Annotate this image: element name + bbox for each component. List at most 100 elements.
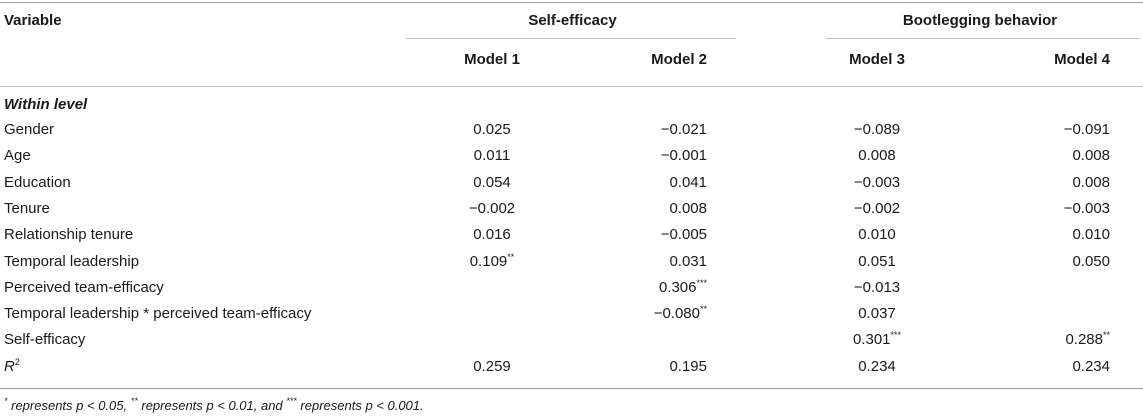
cell-model4: 0.008 bbox=[1010, 147, 1110, 165]
bootlegging-group-rule bbox=[826, 38, 1140, 39]
row-label: Self-efficacy bbox=[4, 331, 86, 348]
cell-value: 0.008 bbox=[669, 200, 707, 217]
cell-value: 0.008 bbox=[1072, 174, 1110, 191]
cell-value: −0.002 bbox=[853, 200, 901, 217]
cell-value: 0.259 bbox=[473, 358, 511, 375]
row-label: Tenure bbox=[4, 200, 50, 217]
cell-model1: 0.259 bbox=[447, 358, 537, 376]
self-efficacy-group-rule bbox=[406, 38, 736, 39]
cell-value: −0.003 bbox=[853, 174, 901, 191]
top-rule bbox=[0, 2, 1143, 3]
cell-value: 0.051 bbox=[858, 253, 896, 270]
cell-model2: −0.001 bbox=[607, 147, 707, 165]
cell-value: −0.080 bbox=[653, 305, 700, 322]
cell-model4: 0.234 bbox=[1010, 358, 1110, 376]
row-label: Gender bbox=[4, 121, 55, 138]
variable-header: Variable bbox=[4, 12, 62, 29]
cell-model4: 0.010 bbox=[1010, 226, 1110, 244]
cell-value: −0.013 bbox=[853, 279, 901, 296]
cell-model3: −0.003 bbox=[832, 174, 922, 192]
cell-value: 0.050 bbox=[1072, 253, 1110, 270]
footnote-star1: * bbox=[4, 396, 8, 406]
cell-value: −0.003 bbox=[1063, 200, 1110, 217]
footnote-star2: ** bbox=[130, 396, 138, 406]
cell-value: 0.037 bbox=[858, 305, 896, 322]
row-label: Age bbox=[4, 147, 31, 164]
cell-value: 0.031 bbox=[669, 253, 707, 270]
significance-stars: ** bbox=[507, 252, 515, 262]
footnote-text3: represents p < 0.001. bbox=[296, 398, 424, 413]
cell-model3: 0.234 bbox=[832, 358, 922, 376]
significance-stars: *** bbox=[696, 278, 707, 288]
cell-value: 0.234 bbox=[1072, 358, 1110, 375]
cell-value: 0.011 bbox=[473, 147, 511, 164]
cell-model1: 0.016 bbox=[447, 226, 537, 244]
row-label-sup: 2 bbox=[14, 357, 20, 367]
row-label: R2 bbox=[4, 357, 20, 376]
cell-model2: 0.008 bbox=[607, 200, 707, 218]
section-label: Within level bbox=[4, 96, 88, 113]
cell-model2: 0.195 bbox=[607, 358, 707, 376]
cell-value: −0.089 bbox=[853, 121, 901, 138]
self-efficacy-group-header: Self-efficacy bbox=[528, 12, 617, 29]
cell-model2: −0.021 bbox=[607, 121, 707, 139]
cell-model2: −0.005 bbox=[607, 226, 707, 244]
cell-model4: 0.008 bbox=[1010, 174, 1110, 192]
cell-model1: 0.011 bbox=[447, 147, 537, 165]
cell-value: 0.195 bbox=[669, 358, 707, 375]
cell-value: 0.025 bbox=[473, 121, 511, 138]
cell-value: 0.301 bbox=[852, 331, 891, 348]
cell-value: 0.016 bbox=[473, 226, 511, 243]
row-label: Perceived team-efficacy bbox=[4, 279, 164, 296]
significance-stars: ** bbox=[1102, 330, 1110, 340]
cell-value: 0.306 bbox=[658, 279, 697, 296]
footnote-text2: represents p < 0.01, and bbox=[137, 398, 287, 413]
cell-value: 0.010 bbox=[858, 226, 896, 243]
cell-value: 0.008 bbox=[1072, 147, 1110, 164]
cell-model3: 0.037 bbox=[832, 305, 922, 323]
significance-stars: ** bbox=[699, 304, 707, 314]
cell-model4: 0.050 bbox=[1010, 253, 1110, 271]
cell-model1: 0.054 bbox=[447, 174, 537, 192]
header-rule bbox=[0, 86, 1143, 87]
bootlegging-group-header: Bootlegging behavior bbox=[902, 12, 1058, 29]
cell-model1: −0.002 bbox=[447, 200, 537, 218]
cell-value: 0.010 bbox=[1072, 226, 1110, 243]
cell-model3: 0.051 bbox=[832, 253, 922, 271]
cell-model2: 0.306*** bbox=[607, 279, 707, 297]
cell-value: −0.005 bbox=[660, 226, 707, 243]
cell-model2: −0.080** bbox=[607, 305, 707, 323]
cell-value: 0.008 bbox=[858, 147, 896, 164]
footnote-text1: represents p < 0.05, bbox=[7, 398, 131, 413]
row-label: Temporal leadership * perceived team-eff… bbox=[4, 305, 312, 322]
cell-value: 0.054 bbox=[473, 174, 511, 191]
cell-model1: 0.109** bbox=[447, 253, 537, 271]
cell-model3: 0.008 bbox=[832, 147, 922, 165]
cell-model2: 0.041 bbox=[607, 174, 707, 192]
cell-value: 0.109 bbox=[469, 253, 508, 270]
cell-value: −0.021 bbox=[660, 121, 707, 138]
row-label: Education bbox=[4, 174, 71, 191]
cell-model3: −0.002 bbox=[832, 200, 922, 218]
row-label: Temporal leadership bbox=[4, 253, 140, 270]
cell-model3: −0.013 bbox=[832, 279, 922, 297]
cell-model4: −0.091 bbox=[1010, 121, 1110, 139]
cell-model3: 0.301*** bbox=[832, 331, 922, 349]
model3-header: Model 3 bbox=[849, 51, 905, 68]
cell-value: 0.234 bbox=[858, 358, 896, 375]
cell-model4: 0.288** bbox=[1010, 331, 1110, 349]
significance-stars: *** bbox=[890, 330, 902, 340]
cell-value: 0.041 bbox=[669, 174, 707, 191]
model1-header: Model 1 bbox=[464, 51, 520, 68]
cell-model3: −0.089 bbox=[832, 121, 922, 139]
cell-value: −0.091 bbox=[1063, 121, 1110, 138]
model2-header: Model 2 bbox=[651, 51, 707, 68]
bottom-rule bbox=[0, 388, 1143, 389]
table-footnote: * represents p < 0.05, ** represents p <… bbox=[4, 396, 424, 414]
cell-model2: 0.031 bbox=[607, 253, 707, 271]
model4-header: Model 4 bbox=[1054, 51, 1110, 68]
cell-value: −0.001 bbox=[660, 147, 707, 164]
cell-model3: 0.010 bbox=[832, 226, 922, 244]
cell-value: −0.002 bbox=[468, 200, 516, 217]
row-label: Relationship tenure bbox=[4, 226, 134, 243]
